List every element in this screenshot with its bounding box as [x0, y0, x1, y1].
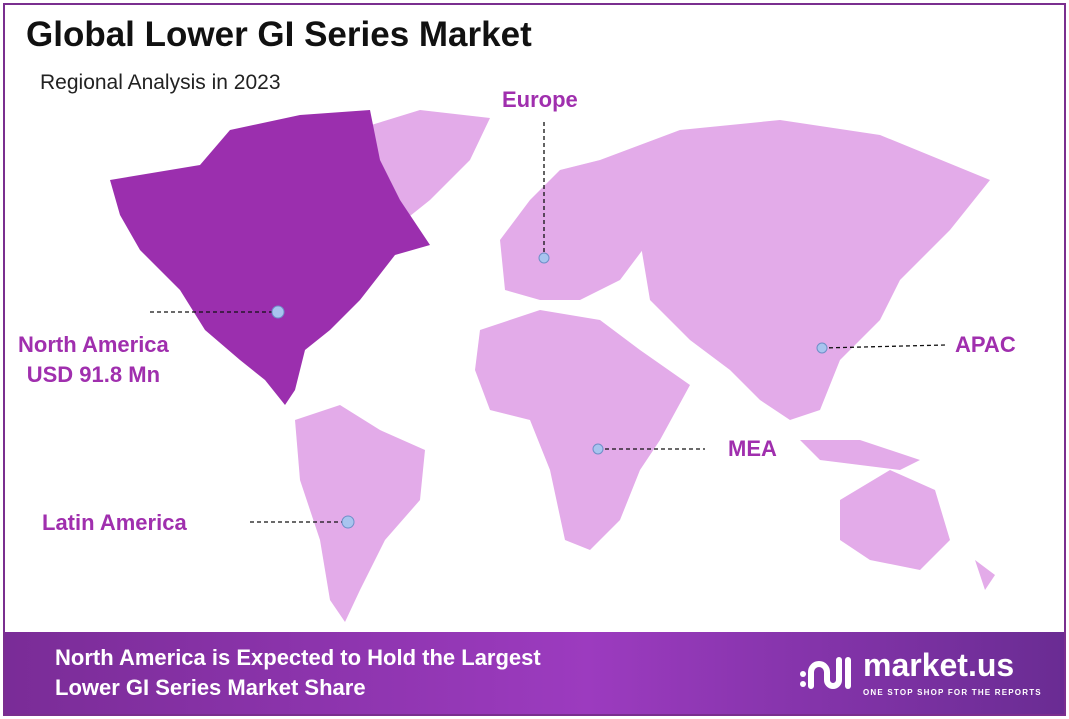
marker-europe	[538, 252, 550, 264]
banner-text: North America is Expected to Hold the La…	[55, 643, 541, 703]
north-america	[110, 110, 430, 405]
label-europe: Europe	[502, 87, 578, 112]
new-zealand	[975, 560, 995, 590]
south-america	[295, 405, 425, 622]
world-map	[110, 110, 995, 622]
banner-line-2: Lower GI Series Market Share	[55, 675, 366, 700]
frame-border	[3, 3, 1066, 716]
europe	[500, 160, 650, 300]
page-title: Global Lower GI Series Market	[26, 15, 532, 54]
marker-north-america	[271, 305, 285, 319]
asia	[600, 120, 990, 420]
label-latin-america: Latin America	[42, 510, 187, 535]
greenland	[355, 110, 490, 220]
marker-mea	[592, 443, 604, 455]
label-north-america: North America USD 91.8 Mn	[18, 330, 169, 390]
banner-line-1: North America is Expected to Hold the La…	[55, 645, 541, 670]
region-name: North America	[18, 332, 169, 357]
logo-icon	[800, 657, 851, 689]
indonesia	[800, 440, 920, 470]
footer-banner: North America is Expected to Hold the La…	[5, 632, 1064, 714]
logo-name: market.us	[863, 647, 1015, 683]
logo-words: market.us ONE STOP SHOP FOR THE REPORTS	[863, 646, 1042, 698]
marker-latin-america	[341, 515, 355, 529]
region-value: USD 91.8 Mn	[26, 362, 161, 387]
page-subtitle: Regional Analysis in 2023	[40, 71, 281, 94]
logo-tagline: ONE STOP SHOP FOR THE REPORTS	[863, 688, 1042, 697]
africa	[475, 310, 690, 550]
australia	[840, 470, 950, 570]
market-us-logo: market.us ONE STOP SHOP FOR THE REPORTS	[797, 646, 1042, 698]
label-apac: APAC	[955, 332, 1016, 357]
label-mea: MEA	[728, 436, 777, 461]
marker-apac	[816, 342, 828, 354]
